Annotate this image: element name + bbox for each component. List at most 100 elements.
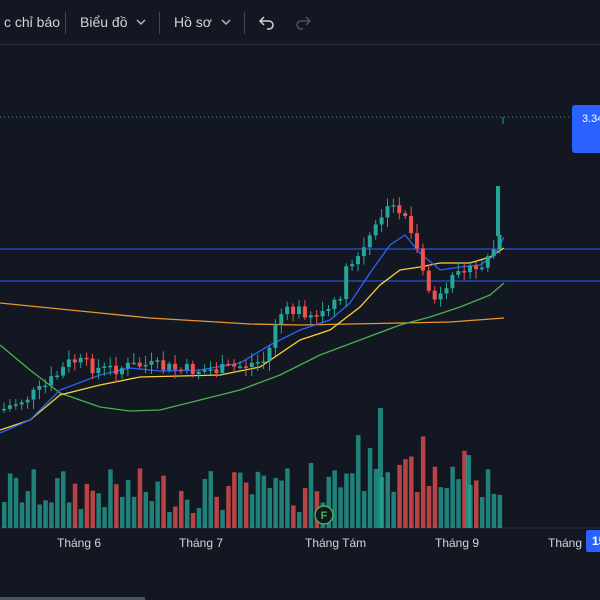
candle-body: [196, 371, 201, 375]
candle-body: [49, 376, 54, 386]
candle-body: [43, 385, 48, 388]
candle-body: [338, 299, 343, 301]
candle-body: [202, 369, 207, 372]
volume-bar: [25, 491, 31, 528]
chart-canvas[interactable]: F: [0, 45, 600, 600]
volume-bar: [332, 470, 337, 528]
candle-body: [249, 362, 254, 367]
candle-body: [403, 213, 408, 216]
candle-body: [179, 369, 183, 372]
candle-body: [255, 362, 260, 364]
candle-body: [114, 365, 119, 375]
candle-body: [397, 205, 402, 214]
volume-bar: [444, 488, 449, 528]
indicators-button[interactable]: c chỉ báo: [4, 0, 60, 44]
moving-average-green: [0, 282, 505, 412]
candle-body: [214, 369, 219, 374]
volume-bar: [13, 477, 19, 528]
volume-bar: [255, 471, 261, 528]
candle-body: [7, 405, 12, 409]
candle-body: [385, 206, 390, 218]
candle-body: [485, 256, 490, 268]
volume-bar: [90, 490, 95, 528]
candle-body: [55, 375, 60, 378]
volume-bar: [479, 497, 485, 528]
candle-body: [155, 360, 160, 362]
candle-body: [373, 224, 378, 236]
toolbar-divider: [159, 12, 160, 34]
volume-bar: [415, 492, 420, 528]
volume-bar: [190, 512, 196, 528]
volume-bar: [196, 508, 202, 528]
candle-body: [96, 367, 101, 374]
profile-button[interactable]: Hồ sơ: [174, 0, 232, 44]
undo-button[interactable]: [258, 0, 276, 44]
candle-body: [332, 299, 337, 310]
candle-body: [137, 362, 142, 367]
candle-body: [90, 358, 95, 374]
candle-body: [302, 306, 307, 318]
candle-body: [350, 264, 355, 267]
volume-bar: [497, 494, 503, 528]
volume-bar: [485, 469, 491, 528]
candle-body: [261, 361, 266, 363]
volume-bar: [131, 496, 137, 528]
volume-bar: [66, 502, 72, 528]
volume-bar: [267, 488, 272, 528]
candle-body: [320, 311, 325, 317]
candle-body: [2, 408, 6, 411]
event-marker[interactable]: F: [314, 505, 334, 525]
candle-body: [84, 357, 89, 360]
candle-body: [297, 306, 301, 315]
volume-bar: [273, 477, 278, 528]
candle-body: [25, 399, 30, 403]
candle-body: [468, 265, 473, 273]
candle-body: [243, 366, 248, 368]
volume-bar: [291, 505, 296, 528]
volume-bar: [49, 502, 54, 528]
volume-bar: [361, 491, 367, 528]
volume-bar: [438, 487, 444, 528]
time-axis-label: Tháng Tám: [305, 536, 367, 550]
candle-body: [184, 363, 189, 370]
volume-bar: [409, 456, 414, 528]
candle-body: [409, 215, 414, 234]
volume-bar: [302, 488, 308, 528]
horizontal-scrollbar[interactable]: [0, 597, 145, 600]
crosshair-date-badge: 15: [586, 530, 600, 552]
volume-bar: [161, 475, 166, 528]
volume-bar: [208, 471, 213, 528]
volume-bar: [167, 512, 172, 528]
candle-body: [131, 362, 136, 365]
indicators-label: c chỉ báo: [4, 14, 61, 30]
volume-bar: [137, 468, 143, 528]
volume-bar: [72, 483, 78, 528]
candle-body: [379, 217, 384, 225]
redo-icon: [296, 16, 312, 30]
undo-icon: [258, 16, 274, 30]
profile-label: Hồ sơ: [174, 14, 212, 30]
redo-button[interactable]: [294, 0, 312, 44]
volume-bar: [238, 472, 243, 528]
candle-body: [161, 360, 166, 370]
volume-bar: [43, 500, 48, 528]
chart-pane[interactable]: F 3.34: [0, 45, 600, 600]
volume-bar: [179, 491, 184, 528]
candle-body: [314, 315, 319, 317]
volume-bar: [297, 512, 302, 528]
chart-type-button[interactable]: Biểu đồ: [80, 0, 147, 44]
volume-bar: [78, 508, 84, 528]
candle-body: [356, 256, 360, 265]
time-axis-label: Tháng 9: [435, 536, 480, 550]
volume-bar: [19, 502, 25, 528]
volume-bar: [466, 455, 471, 528]
candle-body: [456, 271, 461, 275]
volume-bar: [220, 509, 225, 528]
candle-body: [208, 369, 213, 371]
candle-body: [308, 315, 313, 318]
volume-bar: [143, 491, 149, 528]
volume-bars: [2, 408, 503, 528]
time-axis-label: Tháng 6: [57, 536, 102, 550]
candle-body: [31, 389, 36, 400]
volume-bar: [249, 494, 255, 528]
